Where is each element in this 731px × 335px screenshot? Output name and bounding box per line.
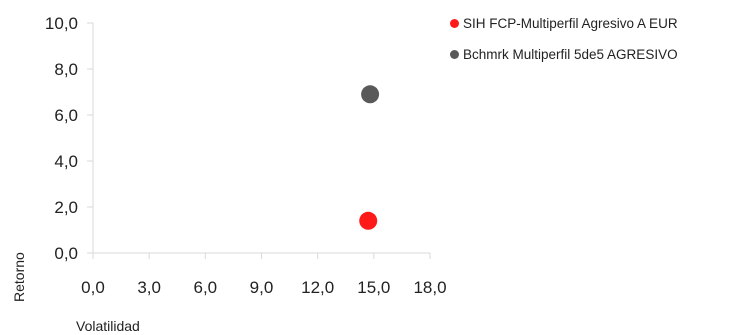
y-axis: 0,0 2,0 4,0 6,0 8,0 10,0: [45, 14, 94, 263]
x-tick-label: 0,0: [81, 278, 105, 297]
legend-marker-fund: [450, 19, 459, 28]
point-benchmark: [361, 85, 380, 104]
x-tick-label: 6,0: [194, 278, 218, 297]
y-tick-label: 2,0: [54, 198, 78, 217]
legend-label-fund: SIH FCP-Multiperfil Agresivo A EUR: [463, 16, 678, 31]
y-axis-title: Retorno: [11, 252, 27, 302]
legend-item-fund: SIH FCP-Multiperfil Agresivo A EUR: [450, 8, 678, 39]
y-tick-label: 8,0: [54, 60, 78, 79]
data-points: [359, 85, 380, 230]
y-tick-label: 6,0: [54, 106, 78, 125]
legend-label-benchmark: Bchmrk Multiperfil 5de5 AGRESIVO: [463, 47, 678, 62]
x-tick-label: 9,0: [250, 278, 274, 297]
x-tick-label: 3,0: [137, 278, 161, 297]
x-tick-label: 12,0: [301, 278, 334, 297]
x-tick-label: 15,0: [357, 278, 390, 297]
legend-marker-benchmark: [450, 50, 459, 59]
x-axis: 0,0 3,0 6,0 9,0 12,0 15,0 18,0: [81, 252, 447, 297]
y-tick-label: 10,0: [45, 14, 78, 33]
y-tick-label: 0,0: [54, 244, 78, 263]
x-axis-title: Volatilidad: [76, 318, 140, 334]
legend: SIH FCP-Multiperfil Agresivo A EUR Bchmr…: [450, 8, 678, 70]
point-fund: [359, 211, 378, 230]
x-tick-label: 18,0: [413, 278, 446, 297]
legend-item-benchmark: Bchmrk Multiperfil 5de5 AGRESIVO: [450, 39, 678, 70]
y-tick-label: 4,0: [54, 152, 78, 171]
